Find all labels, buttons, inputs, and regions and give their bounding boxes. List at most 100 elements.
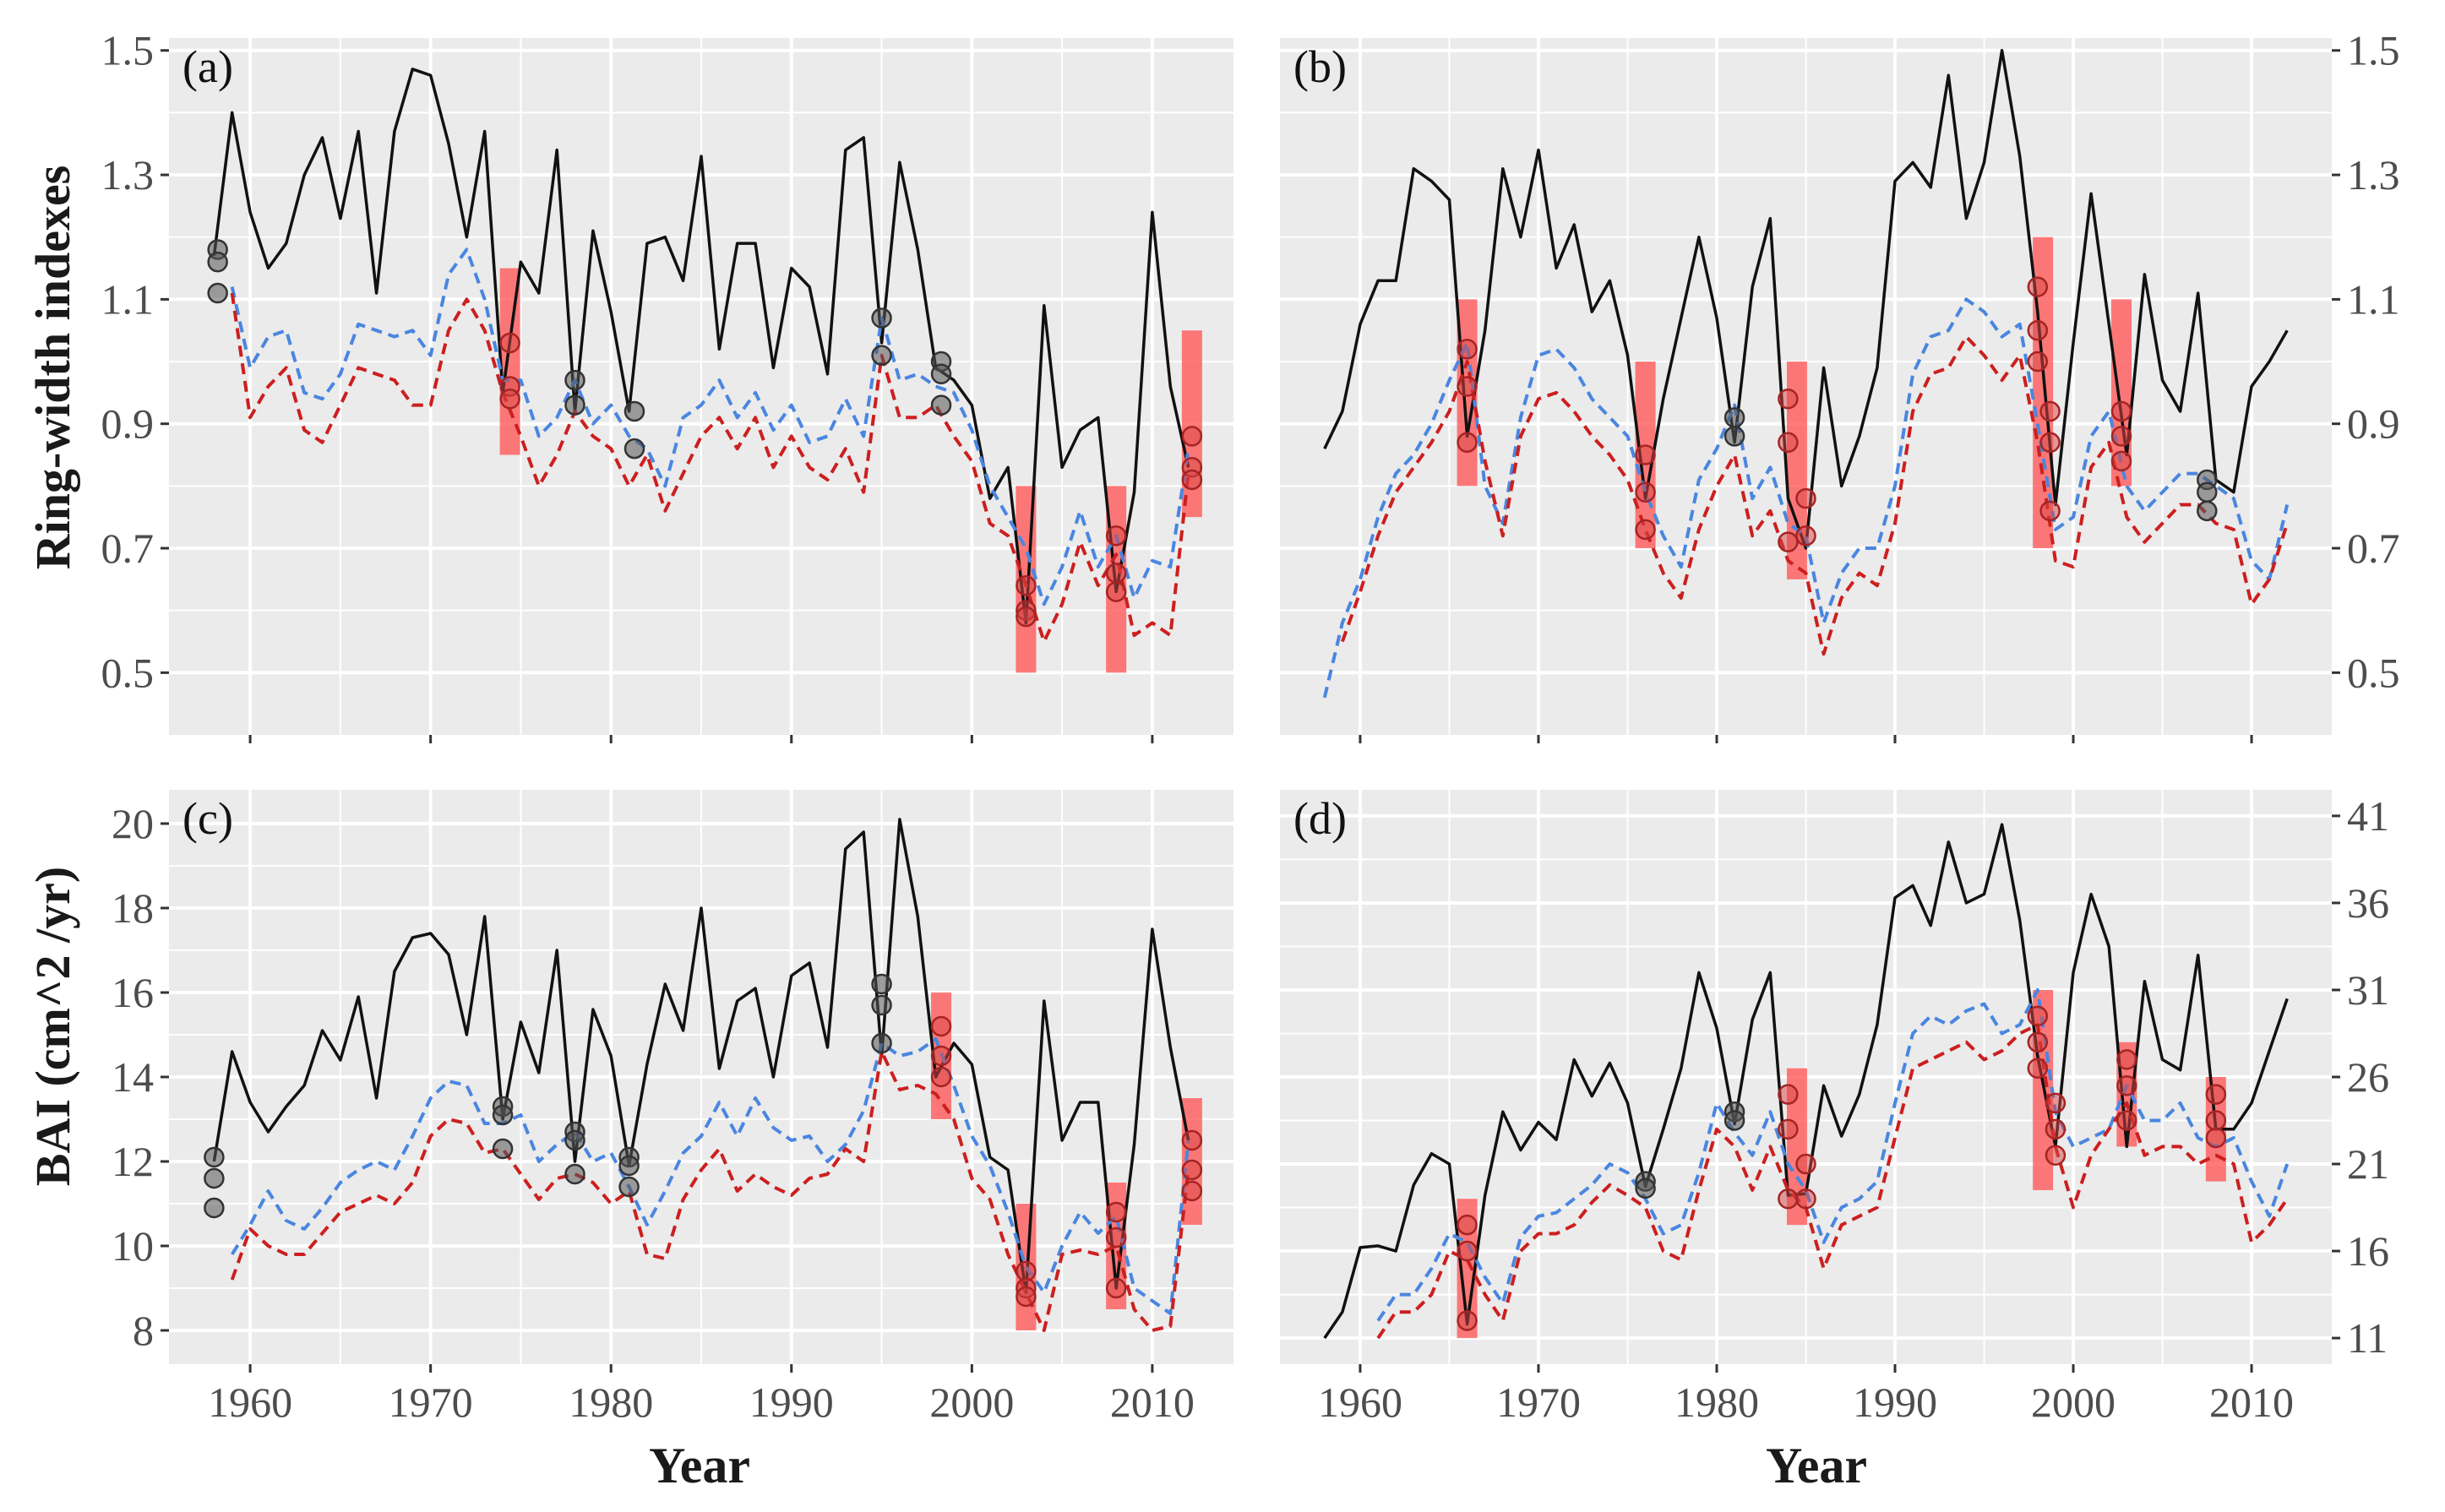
marker-point-red [930, 1045, 952, 1067]
panel-a-plot-area [207, 68, 1203, 673]
marker-point-gray [564, 1163, 585, 1185]
marker-point-red [2045, 1092, 2067, 1114]
marker-point-red [1181, 1129, 1203, 1151]
panel-b: 0.5 0.7 0.9 1.1 1.3 1.5 (b) [1280, 27, 2400, 743]
marker-point-red [1105, 1226, 1127, 1248]
marker-point-gray [1723, 426, 1745, 447]
marker-point-red [1105, 1277, 1127, 1299]
y-tick-label: 0.5 [2347, 649, 2400, 696]
marker-point-red [2027, 1058, 2049, 1079]
marker-point-red [1778, 531, 1799, 552]
x-tick-label: 1990 [1853, 1379, 1937, 1426]
x-tick-label: 2000 [2031, 1379, 2116, 1426]
marker-point-red [2027, 319, 2049, 341]
marker-point-gray [871, 994, 892, 1016]
y-tick-label: 8 [133, 1307, 154, 1354]
marker-point-red [1795, 1153, 1816, 1175]
marker-point-red [930, 1066, 952, 1088]
marker-point-red [1457, 1214, 1478, 1236]
marker-point-red [1457, 1310, 1478, 1331]
marker-point-red [1181, 426, 1203, 447]
marker-point-red [1795, 487, 1816, 509]
y-tick-label: 20 [112, 800, 154, 847]
marker-point-gray [871, 1032, 892, 1054]
marker-point-gray [204, 1146, 225, 1168]
marker-point-gray [930, 394, 952, 416]
panel-label: (d) [1293, 793, 1347, 844]
y-tick-label: 0.9 [2347, 400, 2400, 448]
marker-point-red [2116, 1110, 2137, 1131]
x-axis-label-right: Year [1766, 1438, 1867, 1493]
x-tick-label: 2000 [929, 1379, 1014, 1426]
panel-b-plot-area [1322, 48, 2290, 699]
marker-point-red [1778, 432, 1799, 454]
x-tick-label: 2010 [1110, 1379, 1195, 1426]
series-blue-line [1322, 297, 2290, 699]
panel-d-plot-area [1323, 823, 2290, 1340]
y-tick-label: 12 [112, 1138, 154, 1185]
marker-point-red [2110, 400, 2132, 422]
marker-point-red [1778, 388, 1799, 410]
marker-point-gray [618, 1176, 640, 1198]
x-tick-label: 1970 [1496, 1379, 1581, 1426]
marker-point-red [1457, 376, 1478, 397]
series-blue-line [230, 247, 1190, 606]
marker-point-red [1635, 481, 1656, 503]
marker-point-gray [1723, 1110, 1745, 1131]
marker-point-gray [618, 1155, 640, 1177]
marker-point-red [1795, 1188, 1816, 1210]
y-tick-label: 41 [2347, 792, 2389, 840]
marker-point-gray [2197, 500, 2218, 522]
marker-point-red [1105, 525, 1127, 547]
marker-point-red [2027, 1031, 2049, 1053]
marker-point-red [2205, 1110, 2227, 1131]
y-tick-label: 0.5 [101, 649, 155, 696]
y-tick-label: 0.9 [101, 400, 155, 448]
marker-point-red [499, 388, 520, 410]
marker-point-red [2205, 1084, 2227, 1105]
marker-point-gray [204, 1167, 225, 1189]
marker-point-red [1778, 1118, 1799, 1140]
marker-point-red [2027, 351, 2049, 373]
panel-label: (a) [182, 41, 233, 92]
marker-point-red [2110, 450, 2132, 472]
marker-point-red [1105, 581, 1127, 602]
marker-point-red [1016, 574, 1037, 596]
marker-point-gray [1635, 1178, 1656, 1199]
marker-point-red [1457, 339, 1478, 360]
y-axis-label-ring-width: Ring-width indexes [25, 166, 80, 570]
x-tick-label: 1960 [1318, 1379, 1402, 1426]
marker-point-red [2039, 432, 2061, 454]
marker-point-red [1181, 469, 1203, 491]
marker-point-gray [207, 251, 228, 273]
panel-label: (b) [1293, 41, 1347, 92]
marker-point-red [2116, 1049, 2137, 1070]
y-tick-label: 1.5 [2347, 27, 2400, 74]
marker-point-gray [564, 369, 585, 391]
marker-point-gray [207, 282, 228, 304]
marker-point-red [2027, 276, 2049, 297]
y-tick-label: 1.3 [2347, 151, 2400, 199]
marker-point-red [1016, 606, 1037, 628]
marker-point-gray [871, 973, 892, 995]
marker-point-red [1016, 1260, 1037, 1282]
marker-point-gray [871, 307, 892, 329]
marker-point-gray [624, 438, 645, 460]
marker-point-red [2027, 1005, 2049, 1027]
marker-point-gray [204, 1197, 225, 1219]
marker-point-red [1181, 1180, 1203, 1202]
y-tick-label: 10 [112, 1222, 154, 1270]
y-tick-label: 1.5 [101, 27, 155, 74]
y-tick-label: 31 [2347, 966, 2389, 1014]
marker-point-red [2205, 1127, 2227, 1149]
marker-point-red [2045, 1118, 2067, 1140]
y-tick-label: 14 [112, 1053, 154, 1101]
y-tick-label: 16 [2347, 1227, 2389, 1275]
marker-point-gray [2197, 481, 2218, 503]
marker-point-red [499, 332, 520, 354]
y-tick-label: 1.1 [101, 275, 155, 323]
marker-point-red [1778, 1188, 1799, 1210]
marker-point-red [1778, 1084, 1799, 1105]
x-tick-label: 1980 [1674, 1379, 1759, 1426]
